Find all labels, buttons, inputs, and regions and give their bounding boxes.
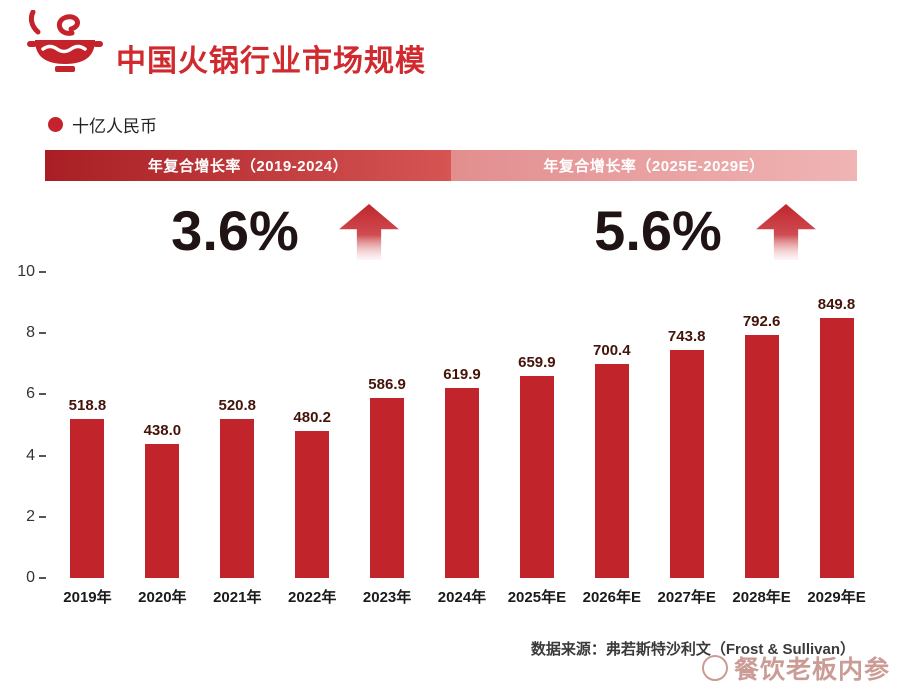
bar xyxy=(594,363,629,578)
bar-column: 438.0 xyxy=(125,272,200,578)
bar-value-label: 619.9 xyxy=(443,366,481,384)
x-axis-label: 2028年E xyxy=(732,589,791,606)
up-arrow-icon-historical xyxy=(338,204,400,265)
bar-column: 586.9 xyxy=(350,272,425,578)
watermark-text: 餐饮老板内参 xyxy=(733,656,890,684)
legend: 十亿人民币 xyxy=(48,112,157,137)
bar-value-label: 700.4 xyxy=(593,341,631,359)
legend-dot-icon xyxy=(48,117,63,132)
bar-chart: 518.8 438.0 520.8 480.2 586.9 619.9 659.9 700.4… xyxy=(50,272,874,578)
growth-value-historical: 3.6% xyxy=(171,199,299,262)
cagr-banner-2019-2024: 年复合增长率（2019-2024） xyxy=(45,150,451,181)
bar-column: 849.8 xyxy=(799,272,874,578)
x-axis-label: 2024年 xyxy=(437,589,487,606)
source-note: 数据来源：弗若斯特沙利文（Frost & Sullivan） xyxy=(530,641,855,658)
bar xyxy=(669,350,704,578)
bar-column: 659.9 xyxy=(499,272,574,578)
bar-value-label: 520.8 xyxy=(218,396,257,414)
hotpot-logo-icon xyxy=(26,9,104,85)
y-tick-label: 8 xyxy=(26,324,46,342)
bar xyxy=(819,317,854,578)
bar-value-label: 849.8 xyxy=(817,295,856,313)
bar-column: 480.2 xyxy=(275,272,350,578)
page-title: 中国火锅行业市场规模 xyxy=(116,45,426,78)
x-axis-label: 2025年E xyxy=(507,589,567,606)
bar-value-label: 586.9 xyxy=(368,376,406,394)
x-axis-label: 2021年 xyxy=(213,589,262,606)
y-tick-label: 0 xyxy=(26,569,46,587)
bar-column: 518.8 xyxy=(50,272,125,578)
bar xyxy=(70,419,105,578)
bar-value-label: 480.2 xyxy=(293,409,331,427)
x-axis-label: 2019年 xyxy=(63,589,112,606)
x-axis-label: 2026年E xyxy=(582,589,641,606)
bar xyxy=(444,388,479,578)
bar xyxy=(519,376,554,578)
x-axis-label: 2023年 xyxy=(362,589,412,606)
bar-value-label: 518.8 xyxy=(68,397,107,415)
watermark: 餐饮老板内参 xyxy=(701,650,890,684)
x-axis-label: 2029年E xyxy=(807,589,866,606)
y-tick-label: 10 xyxy=(17,263,46,281)
bar xyxy=(744,335,779,578)
bar-value-label: 659.9 xyxy=(518,354,556,372)
x-axis-label: 2020年 xyxy=(138,589,187,606)
bar-value-label: 792.6 xyxy=(742,313,781,331)
bar xyxy=(370,398,405,578)
y-tick-label: 2 xyxy=(26,508,46,526)
cagr-banner-2025e-2029e: 年复合增长率（2025E-2029E） xyxy=(451,150,857,181)
y-axis: 0 2 4 6 8 10 xyxy=(0,263,46,586)
watermark-logo-icon xyxy=(701,655,728,681)
y-tick-label: 4 xyxy=(26,447,46,465)
bar-value-label: 438.0 xyxy=(143,421,182,439)
bar-column: 520.8 xyxy=(200,272,275,578)
x-axis-label: 2022年 xyxy=(287,589,337,606)
y-tick-label: 6 xyxy=(26,385,46,403)
bar-column: 619.9 xyxy=(425,272,500,578)
bar xyxy=(145,443,180,578)
cagr-banners: 年复合增长率（2019-2024） 年复合增长率（2025E-2029E） xyxy=(45,150,857,181)
bar-column: 700.4 xyxy=(574,272,649,578)
up-arrow-icon-forecast xyxy=(755,204,817,265)
growth-value-forecast: 5.6% xyxy=(594,199,722,262)
legend-label: 十亿人民币 xyxy=(72,117,157,136)
bar-value-label: 743.8 xyxy=(667,328,706,346)
bar-column: 743.8 xyxy=(649,272,724,578)
x-axis-label: 2027年E xyxy=(657,589,716,606)
bar xyxy=(295,431,330,578)
bar xyxy=(220,418,255,578)
bar-column: 792.6 xyxy=(724,272,799,578)
x-axis-labels: 2019年 2020年 2021年 2022年 2023年 2024年 2025年E 2026… xyxy=(50,586,874,607)
